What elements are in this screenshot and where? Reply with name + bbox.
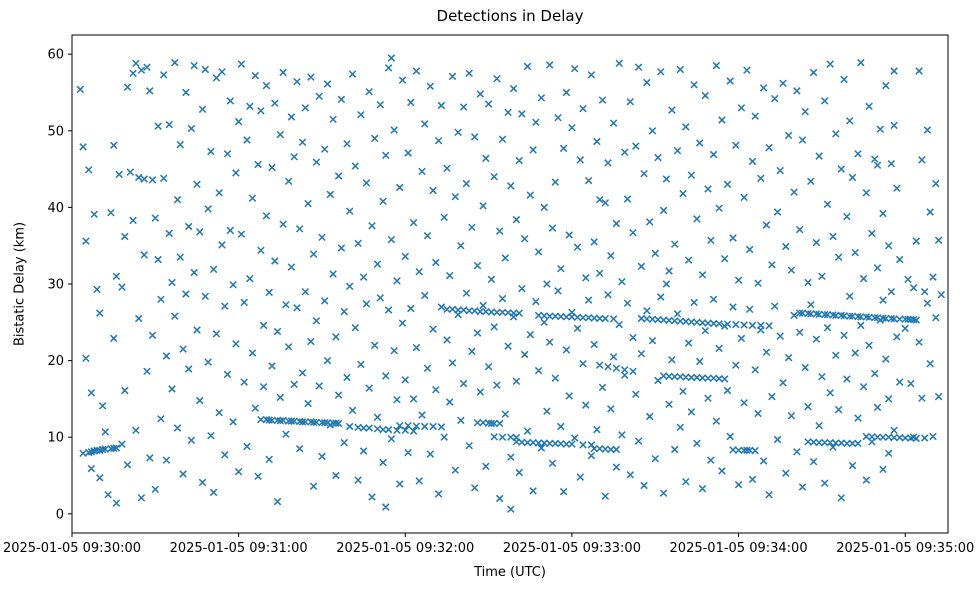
scatter-points	[76, 54, 946, 513]
y-tick-label: 50	[47, 124, 64, 139]
y-tick-label: 10	[47, 431, 64, 446]
x-tick-label: 2025-01-05 09:34:00	[670, 541, 808, 556]
x-axis-label: Time (UTC)	[474, 565, 546, 580]
x-tick-label: 2025-01-05 09:33:00	[503, 541, 641, 556]
x-tick-label: 2025-01-05 09:32:00	[336, 541, 474, 556]
y-tick-label: 60	[47, 48, 64, 63]
y-tick-label: 20	[47, 354, 64, 369]
y-axis-label: Bistatic Delay (km)	[12, 221, 28, 347]
chart-title: Detections in Delay	[436, 7, 584, 25]
y-tick-label: 30	[47, 278, 64, 293]
x-tick-label: 2025-01-05 09:35:00	[836, 541, 974, 556]
y-tick-label: 0	[56, 507, 64, 522]
y-tick-label: 40	[47, 201, 64, 216]
x-tick-label: 2025-01-05 09:30:00	[3, 541, 141, 556]
x-tick-label: 2025-01-05 09:31:00	[170, 541, 308, 556]
